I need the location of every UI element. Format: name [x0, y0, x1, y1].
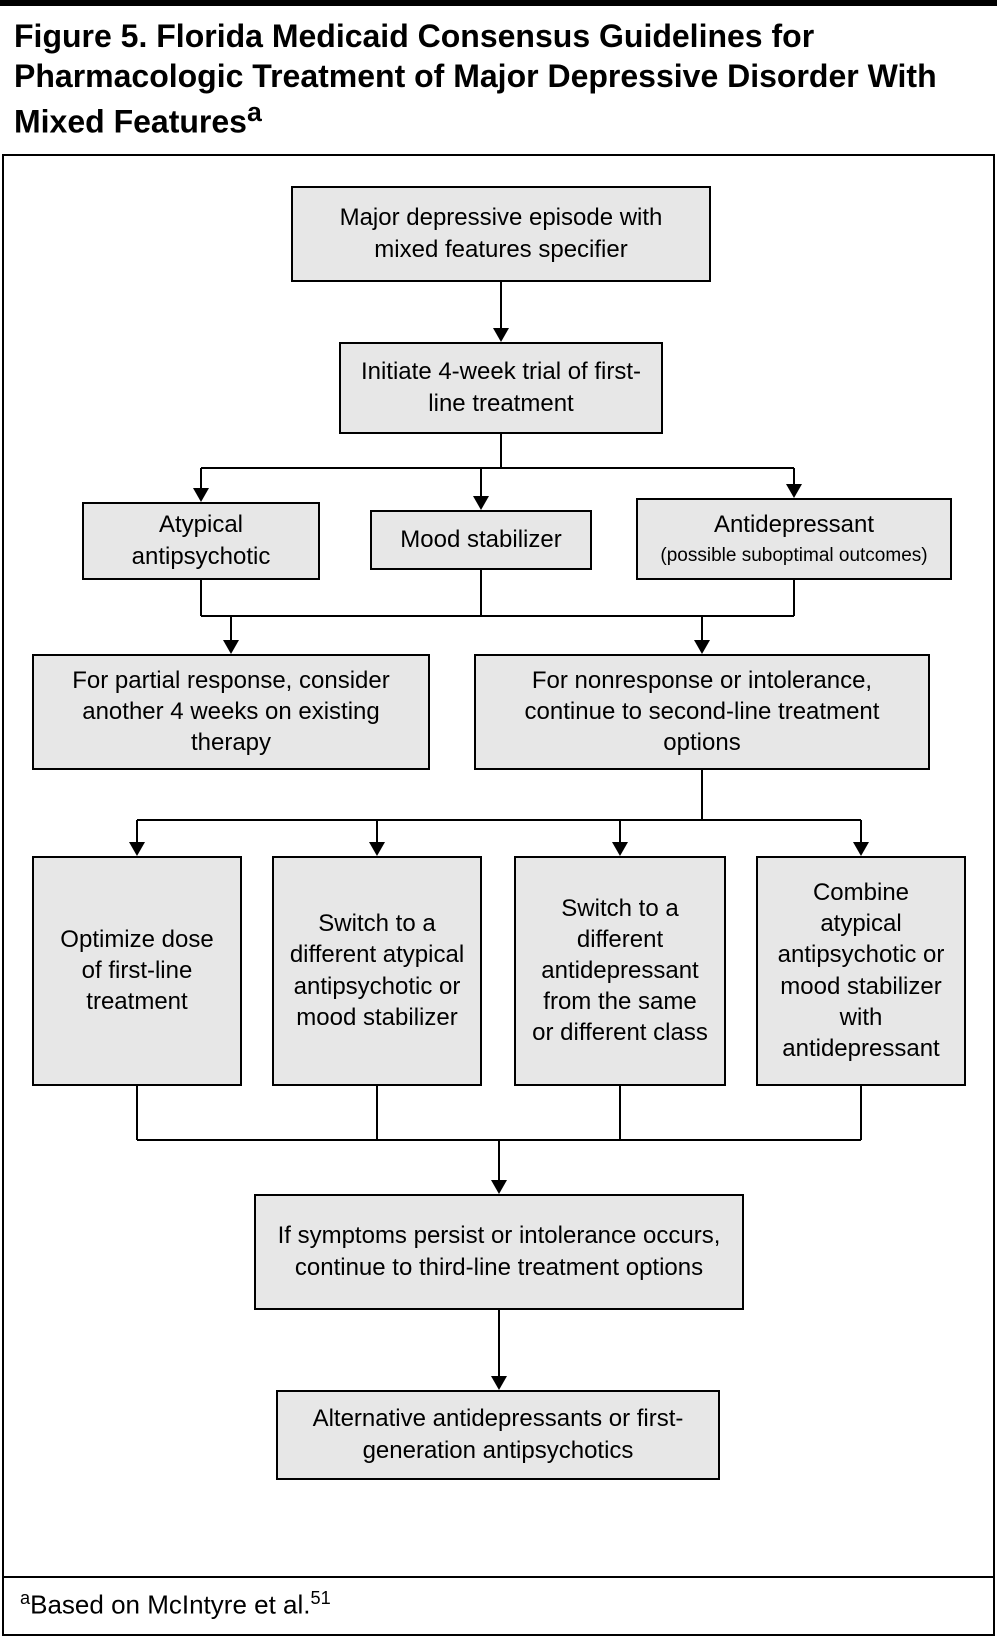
flow-node-label: Switch to a different atypical antipsych…	[288, 908, 466, 1033]
flow-node-n10: Switch to a different antidepressant fro…	[514, 856, 726, 1086]
flow-node-n6: For partial response, consider another 4…	[32, 654, 430, 770]
arrowhead-down-icon	[193, 488, 209, 502]
flow-node-n12: If symptoms persist or intolerance occur…	[254, 1194, 744, 1310]
arrowhead-down-icon	[694, 640, 710, 654]
flow-node-label: Mood stabilizer	[400, 524, 561, 555]
flow-node-label: Atypical antipsychotic	[98, 509, 304, 571]
flow-node-label: If symptoms persist or intolerance occur…	[270, 1220, 728, 1282]
flow-node-n4: Mood stabilizer	[370, 510, 592, 570]
flow-node-n13: Alternative antidepressants or first-gen…	[276, 1390, 720, 1480]
arrowhead-down-icon	[853, 842, 869, 856]
footnote-sup: a	[20, 1588, 30, 1608]
arrowhead-down-icon	[223, 640, 239, 654]
flow-node-n11: Combine atypical antipsychotic or mood s…	[756, 856, 966, 1086]
flow-node-label: For partial response, consider another 4…	[48, 665, 414, 759]
flow-node-n8: Optimize dose of first-line treatment	[32, 856, 242, 1086]
flow-node-label: Antidepressant	[714, 509, 874, 540]
flow-node-label: Switch to a different antidepressant fro…	[530, 893, 710, 1049]
flow-node-sublabel: (possible suboptimal outcomes)	[660, 544, 927, 569]
flow-node-n1: Major depressive episode with mixed feat…	[291, 186, 711, 282]
footnote-ref: 51	[311, 1588, 331, 1608]
flow-node-label: Alternative antidepressants or first-gen…	[292, 1403, 704, 1465]
arrowhead-down-icon	[491, 1376, 507, 1390]
flow-node-label: Optimize dose of first-line treatment	[48, 924, 226, 1018]
figure-title-sup: a	[247, 97, 262, 127]
flow-node-label: For nonresponse or intolerance, continue…	[490, 665, 914, 759]
footnote-text: Based on McIntyre et al.	[30, 1589, 310, 1619]
flow-node-label: Initiate 4-week trial of first-line trea…	[355, 356, 647, 418]
arrowhead-down-icon	[369, 842, 385, 856]
arrowhead-down-icon	[491, 1180, 507, 1194]
flow-node-n9: Switch to a different atypical antipsych…	[272, 856, 482, 1086]
flowchart-frame: Major depressive episode with mixed feat…	[2, 154, 995, 1578]
arrowhead-down-icon	[786, 484, 802, 498]
flow-node-n3: Atypical antipsychotic	[82, 502, 320, 580]
figure-footnote: aBased on McIntyre et al.51	[2, 1578, 995, 1637]
arrowhead-down-icon	[129, 842, 145, 856]
flow-node-n7: For nonresponse or intolerance, continue…	[474, 654, 930, 770]
arrowhead-down-icon	[493, 328, 509, 342]
flow-node-label: Combine atypical antipsychotic or mood s…	[772, 877, 950, 1064]
figure-container: Figure 5. Florida Medicaid Consensus Gui…	[0, 0, 997, 1636]
arrowhead-down-icon	[612, 842, 628, 856]
figure-title-text: Figure 5. Florida Medicaid Consensus Gui…	[14, 18, 937, 140]
flow-node-n2: Initiate 4-week trial of first-line trea…	[339, 342, 663, 434]
flow-node-label: Major depressive episode with mixed feat…	[307, 202, 695, 264]
figure-title: Figure 5. Florida Medicaid Consensus Gui…	[0, 6, 996, 154]
flow-node-n5: Antidepressant (possible suboptimal outco…	[636, 498, 952, 580]
arrowhead-down-icon	[473, 496, 489, 510]
